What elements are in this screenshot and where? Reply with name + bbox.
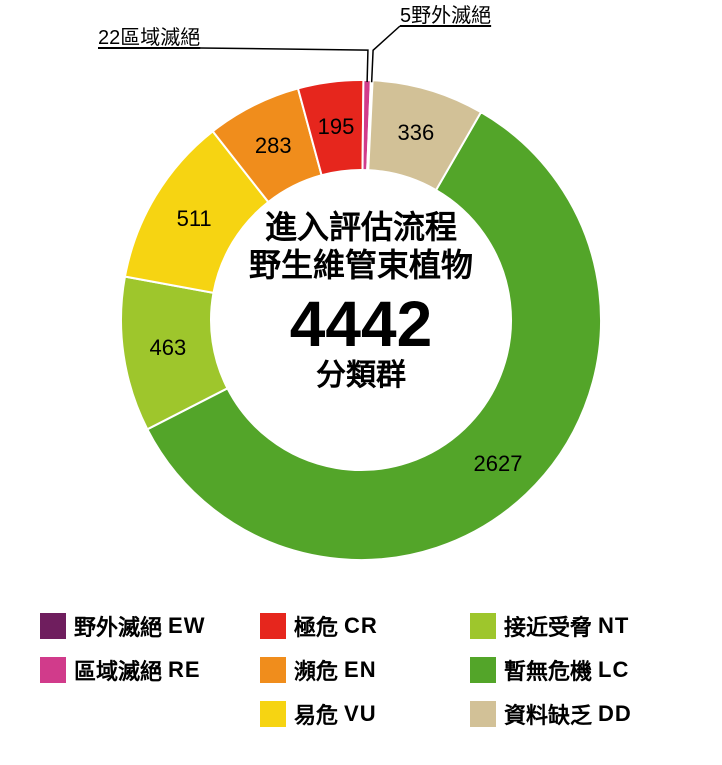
legend-swatch-EN — [260, 657, 286, 683]
legend-swatch-CR — [260, 613, 286, 639]
legend-code-CR: CR — [344, 613, 378, 639]
callout-line-callout-EW — [372, 26, 400, 82]
legend-item-EW: 野外滅絕EW — [40, 610, 250, 642]
legend-item-RE: 區域滅絕RE — [40, 654, 250, 686]
legend-swatch-EW — [40, 613, 66, 639]
slice-label-VU: 511 — [177, 206, 212, 232]
legend-swatch-LC — [470, 657, 496, 683]
slice-label-DD: 336 — [398, 120, 435, 146]
slice-label-NT: 463 — [150, 335, 187, 361]
center-line-2: 野生維管束植物 — [249, 246, 473, 284]
legend-item-EN: 瀕危EN — [260, 654, 460, 686]
legend-code-RE: RE — [168, 657, 201, 683]
legend-code-EN: EN — [344, 657, 377, 683]
legend-code-VU: VU — [344, 701, 377, 727]
center-total: 4442 — [249, 289, 473, 359]
legend-label-EW: 野外滅絕 — [74, 610, 162, 642]
legend-item-LC: 暫無危機LC — [470, 654, 690, 686]
legend-code-LC: LC — [598, 657, 629, 683]
slice-label-LC: 2627 — [474, 451, 523, 477]
legend-empty — [40, 698, 250, 730]
legend-label-RE: 區域滅絕 — [74, 654, 162, 686]
legend-label-VU: 易危 — [294, 698, 338, 730]
legend-code-EW: EW — [168, 613, 205, 639]
donut-chart: 進入評估流程 野生維管束植物 4442 分類群 2627 463 511 283… — [0, 0, 722, 600]
center-line-3: 分類群 — [249, 359, 473, 392]
legend-item-VU: 易危VU — [260, 698, 460, 730]
legend-label-CR: 極危 — [294, 610, 338, 642]
legend: 野外滅絕EW 極危CR 接近受脅NT 區域滅絕RE 瀕危EN 暫無危機LC 易危VU 資料缺乏… — [40, 610, 690, 730]
center-line-1: 進入評估流程 — [249, 208, 473, 246]
legend-code-NT: NT — [598, 613, 629, 639]
callout-EW: 5野外滅絕 — [400, 0, 491, 28]
legend-swatch-DD — [470, 701, 496, 727]
legend-label-NT: 接近受脅 — [504, 610, 592, 642]
legend-swatch-NT — [470, 613, 496, 639]
slice-label-CR: 195 — [318, 114, 355, 140]
legend-item-NT: 接近受脅NT — [470, 610, 690, 642]
legend-swatch-VU — [260, 701, 286, 727]
slice-label-EN: 283 — [255, 133, 292, 159]
legend-swatch-RE — [40, 657, 66, 683]
legend-label-LC: 暫無危機 — [504, 654, 592, 686]
legend-label-DD: 資料缺乏 — [504, 698, 592, 730]
callout-line-callout-RE — [200, 48, 368, 82]
legend-label-EN: 瀕危 — [294, 654, 338, 686]
legend-item-CR: 極危CR — [260, 610, 460, 642]
chart-center-text: 進入評估流程 野生維管束植物 4442 分類群 — [249, 208, 473, 392]
legend-item-DD: 資料缺乏DD — [470, 698, 690, 730]
legend-code-DD: DD — [598, 701, 632, 727]
callout-RE: 22區域滅絕 — [98, 21, 200, 50]
